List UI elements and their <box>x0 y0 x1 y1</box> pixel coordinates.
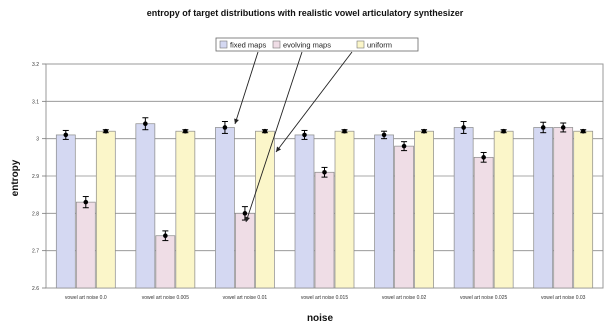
bar <box>155 235 176 289</box>
mean-marker <box>540 125 546 130</box>
bar <box>453 127 474 289</box>
annotation-arrowhead <box>234 118 239 124</box>
bar <box>135 123 156 289</box>
x-tick-label: vowel art noise 0.015 <box>301 295 348 301</box>
bar <box>553 127 574 289</box>
x-tick-label: vowel art noise 0.01 <box>223 295 268 301</box>
bar <box>75 201 96 289</box>
y-tick-label: 2.9 <box>32 174 39 180</box>
legend-label: evolving maps <box>283 41 331 50</box>
bar <box>95 130 116 289</box>
legend-swatch <box>272 40 281 49</box>
mean-marker <box>342 128 347 134</box>
mean-marker <box>143 121 148 127</box>
y-tick-label: 3.2 <box>32 62 39 68</box>
bar <box>175 130 196 289</box>
mean-marker <box>560 125 566 130</box>
x-tick-label: vowel art noise 0.03 <box>541 295 586 301</box>
y-tick-label: 2.6 <box>32 286 39 292</box>
legend-label: fixed maps <box>230 41 267 50</box>
mean-marker <box>501 128 506 134</box>
mean-marker <box>63 132 69 138</box>
mean-marker <box>580 128 586 134</box>
bar <box>215 127 235 289</box>
mean-marker <box>381 132 387 138</box>
y-tick-label: 3.1 <box>32 99 39 105</box>
mean-marker <box>461 125 466 130</box>
bar <box>573 130 594 289</box>
bar <box>314 171 335 289</box>
y-tick-label: 2.7 <box>32 249 39 255</box>
mean-marker <box>242 211 248 216</box>
x-axis-title: noise <box>307 313 334 324</box>
legend-label: uniform <box>367 41 392 50</box>
y-axis-title: entropy <box>10 159 21 196</box>
bar <box>294 134 315 289</box>
mean-marker <box>222 125 228 130</box>
mean-marker <box>302 132 307 138</box>
x-tick-label: vowel art noise 0.0 <box>65 295 107 301</box>
annotation-arrow <box>245 51 303 223</box>
x-tick-label: vowel art noise 0.025 <box>460 295 507 301</box>
annotation-arrow <box>275 51 353 153</box>
bar <box>473 156 494 289</box>
x-tick-label: vowel art noise 0.005 <box>142 295 189 301</box>
bar <box>334 130 355 289</box>
mean-marker <box>481 155 486 160</box>
mean-marker <box>163 233 168 239</box>
bar <box>533 127 554 289</box>
y-tick-label: 2.8 <box>32 211 39 217</box>
annotation-arrowhead <box>276 146 282 152</box>
bar <box>493 130 514 289</box>
annotation-arrowhead <box>245 216 250 222</box>
y-tick-label: 3 <box>36 137 39 143</box>
mean-marker <box>183 128 188 134</box>
bar <box>235 212 255 289</box>
legend-swatch <box>356 40 365 49</box>
mean-marker <box>83 199 89 205</box>
legend-box <box>215 37 419 52</box>
mean-marker <box>421 128 427 134</box>
mean-marker <box>401 143 407 149</box>
bar <box>255 130 275 289</box>
mean-marker <box>262 128 268 134</box>
annotation-arrow <box>234 51 259 125</box>
legend-swatch <box>219 40 228 49</box>
mean-marker <box>322 169 327 175</box>
bar <box>374 134 394 289</box>
bar <box>394 145 414 289</box>
x-tick-label: vowel art noise 0.02 <box>382 295 427 301</box>
chart-title: entropy of target distributions with rea… <box>147 8 464 18</box>
bar <box>55 134 76 289</box>
bar <box>414 130 434 289</box>
mean-marker <box>103 128 109 134</box>
